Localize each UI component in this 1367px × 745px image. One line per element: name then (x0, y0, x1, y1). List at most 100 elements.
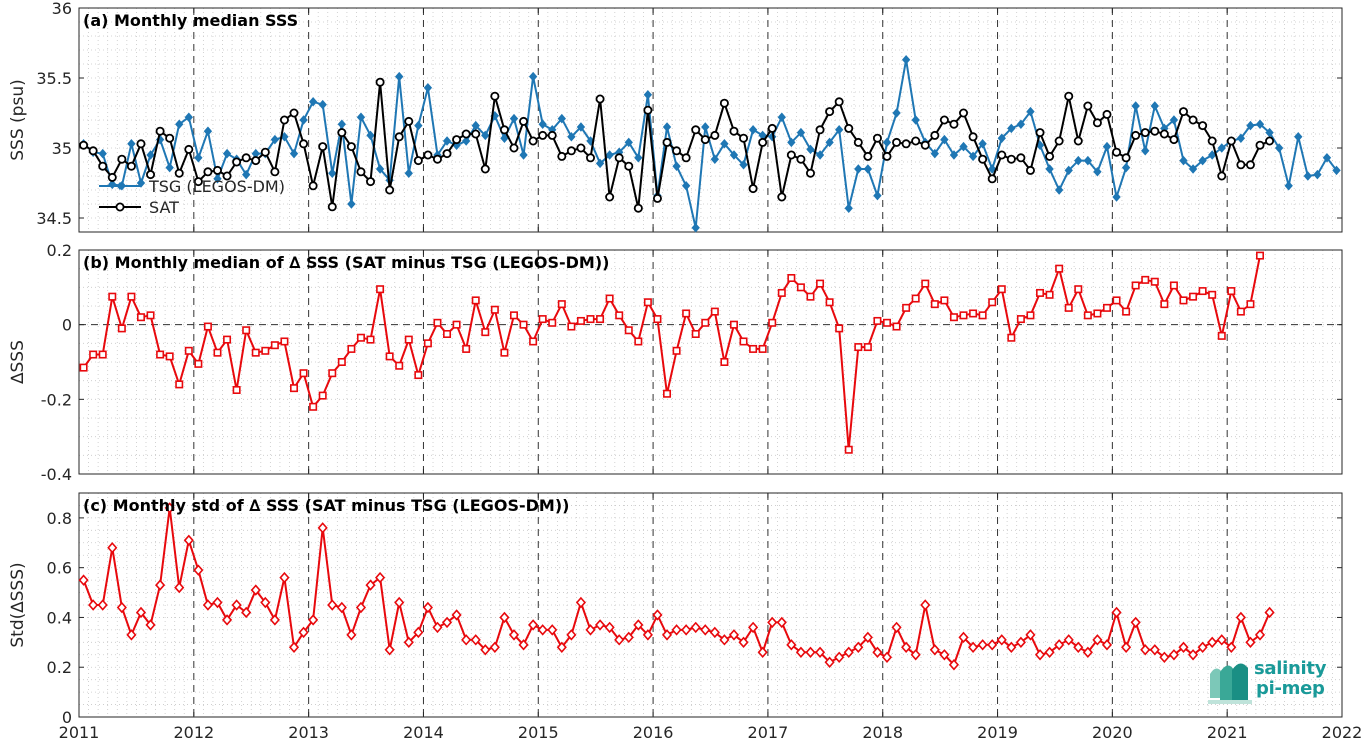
data-point (490, 91, 500, 101)
data-point (212, 596, 223, 609)
data-point (1083, 101, 1093, 111)
data-point (289, 148, 299, 159)
data-point (1015, 636, 1026, 649)
data-point (786, 150, 796, 160)
data-point (355, 601, 367, 614)
data-point (1265, 136, 1275, 146)
x-tick-label: 2018 (862, 723, 903, 742)
data-point (1122, 307, 1131, 316)
data-point (681, 153, 691, 163)
data-point (441, 616, 453, 629)
data-point (1102, 303, 1111, 312)
data-point (250, 584, 261, 596)
data-point (939, 649, 950, 661)
data-point (566, 146, 576, 156)
data-point (145, 619, 156, 631)
data-point (107, 172, 117, 182)
data-point (1006, 154, 1016, 164)
data-point (299, 369, 308, 378)
data-point (1197, 641, 1208, 654)
data-point (576, 143, 586, 153)
data-point (892, 322, 901, 331)
data-point (701, 318, 710, 327)
data-point (384, 644, 395, 656)
data-point (825, 107, 835, 117)
data-point (1236, 133, 1246, 143)
data-point (1217, 143, 1226, 153)
data-point (1073, 641, 1084, 654)
data-point (318, 99, 327, 110)
data-point (183, 534, 194, 546)
data-point (777, 192, 787, 202)
y-tick-label: 0 (62, 708, 72, 727)
data-point (930, 130, 940, 140)
data-point (529, 337, 538, 346)
data-point (968, 132, 978, 142)
data-point (720, 357, 729, 366)
data-point (127, 139, 136, 149)
logo-text-pimep: pi-mep (1256, 678, 1325, 699)
data-point (489, 641, 500, 654)
data-point (1179, 296, 1188, 305)
data-point (290, 384, 299, 393)
data-point (1303, 171, 1312, 181)
data-point (270, 341, 279, 350)
data-point (814, 646, 826, 658)
data-point (223, 335, 232, 344)
data-point (78, 574, 89, 586)
data-point (978, 154, 988, 164)
data-point (634, 337, 643, 346)
data-point (403, 636, 414, 649)
data-point (1246, 300, 1255, 309)
data-point (748, 125, 758, 135)
data-point (251, 348, 260, 357)
data-point (969, 309, 978, 318)
data-point (432, 154, 442, 164)
data-point (366, 177, 376, 187)
data-point (1159, 129, 1169, 139)
y-tick-label: 0.2 (47, 241, 72, 260)
data-point (968, 641, 979, 654)
data-point (795, 646, 806, 658)
data-point (1093, 167, 1102, 177)
data-point (366, 130, 375, 141)
data-point (212, 165, 222, 175)
data-point (1332, 165, 1341, 176)
data-point (1025, 165, 1035, 175)
data-point (462, 136, 471, 146)
panel-title: (c) Monthly std of ∆ SSS (SAT minus TSG … (83, 496, 569, 515)
data-point (604, 621, 615, 634)
data-point (328, 369, 337, 378)
data-point (595, 94, 605, 104)
data-point (1074, 155, 1083, 166)
data-point (1054, 639, 1065, 651)
data-point (662, 122, 672, 132)
data-point (174, 581, 185, 594)
data-point (260, 147, 270, 157)
data-point (1111, 606, 1122, 619)
data-point (98, 350, 107, 359)
data-point (691, 125, 701, 135)
data-point (1149, 644, 1160, 656)
data-point (413, 156, 423, 166)
data-point (1112, 192, 1121, 202)
x-tick-label: 2015 (518, 723, 559, 742)
data-point (940, 134, 949, 145)
salinity-pimep-logo: salinity pi-mep (1208, 656, 1348, 712)
data-point (757, 646, 768, 658)
series-delta-sss (79, 251, 1265, 454)
data-point (682, 309, 691, 318)
data-point (146, 170, 156, 180)
data-point (500, 133, 509, 143)
data-point (1150, 277, 1159, 286)
data-point (328, 168, 337, 178)
data-point (1054, 185, 1064, 195)
data-point (279, 571, 290, 584)
x-tick-label: 2020 (1092, 723, 1133, 742)
data-point (433, 318, 442, 327)
data-point (1178, 107, 1188, 117)
data-point (997, 150, 1007, 160)
data-point (1130, 616, 1141, 629)
data-point (911, 136, 921, 146)
data-point (662, 137, 672, 147)
